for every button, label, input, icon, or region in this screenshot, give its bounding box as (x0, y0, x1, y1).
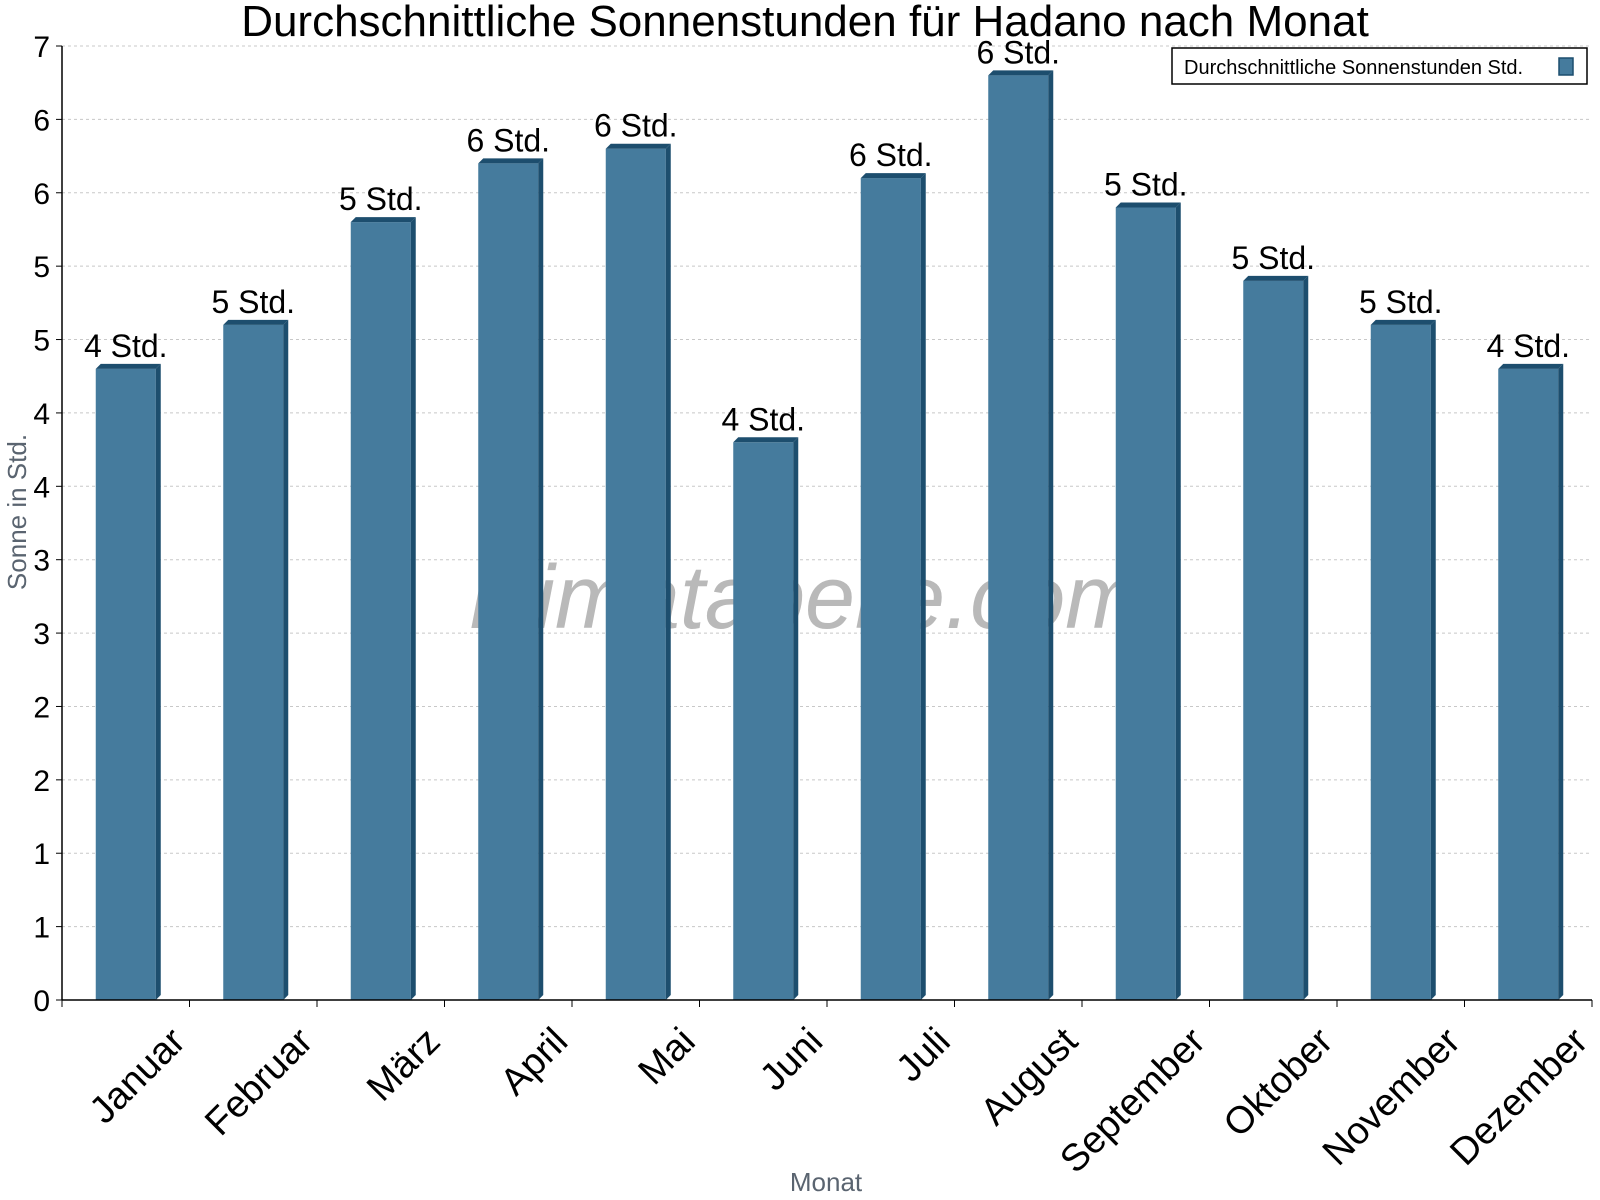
x-axis-label: Monat (790, 1167, 863, 1197)
bar-top (223, 319, 289, 325)
y-tick-label: 3 (33, 545, 50, 578)
bar-face (95, 368, 156, 1000)
data-labels: 4 Std. 5 Std. 5 Std. 6 Std. 6 Std. 4 Std. 6 St… (84, 34, 1570, 437)
bar-side (920, 173, 926, 1001)
bar-face (478, 163, 539, 1000)
bar-top (478, 158, 544, 164)
x-tick-label: April (493, 1020, 576, 1103)
bar-side (1175, 202, 1181, 1000)
bar (350, 217, 416, 1001)
bars (95, 70, 1564, 1001)
bar-side (155, 363, 161, 1000)
bar-face (605, 148, 666, 1000)
x-tick-label: März (359, 1020, 448, 1109)
bar-face (860, 178, 921, 1001)
bar (1370, 319, 1436, 1000)
y-tick-label: 5 (33, 325, 50, 358)
bar-side (1303, 275, 1309, 1000)
bar-face (1370, 324, 1431, 1000)
bar (988, 70, 1054, 1001)
bar-face (1498, 368, 1559, 1000)
x-tick-label: Januar (82, 1020, 194, 1132)
bar-face (733, 442, 794, 1000)
bar (860, 173, 926, 1001)
y-tick-label: 5 (33, 251, 50, 284)
bar-top (1115, 202, 1181, 208)
data-label: 5 Std. (1359, 284, 1443, 320)
legend-swatch (1558, 57, 1574, 76)
bar-top (860, 173, 926, 179)
bar (95, 363, 161, 1000)
x-tick-label: November (1315, 1020, 1469, 1174)
data-label: 6 Std. (976, 34, 1060, 70)
data-label: 4 Std. (84, 328, 168, 364)
y-tick-label: 2 (33, 765, 50, 798)
x-tick-labels: Januar Februar März April Mai Juni Juli AugustS… (82, 1020, 1597, 1181)
bar-side (410, 217, 416, 1001)
y-tick-label: 0 (33, 985, 50, 1018)
data-label: 5 Std. (1104, 166, 1188, 202)
y-tick-label: 6 (33, 104, 50, 137)
bar-face (350, 222, 411, 1001)
x-tick-label: Juni (752, 1020, 831, 1099)
bar-side (538, 158, 544, 1000)
grid-lines (62, 45, 1592, 928)
y-axis-label: Sonne in Std. (2, 434, 32, 590)
y-tick-label: 3 (33, 618, 50, 651)
bar-top (1243, 275, 1309, 281)
bar (223, 319, 289, 1000)
bar-face (988, 75, 1049, 1001)
y-tick-label: 4 (33, 471, 50, 504)
bar-top (605, 143, 671, 149)
y-tick-labels: 0 1 1 2 2 3 3 4 4 5 5 6 6 7 (33, 31, 50, 1018)
bar (1243, 275, 1309, 1000)
bar-face (223, 324, 284, 1000)
bar-side (1048, 70, 1054, 1001)
y-tick-label: 1 (33, 912, 50, 945)
bar-side (283, 319, 289, 1000)
bar-top (988, 70, 1054, 76)
bar-top (95, 363, 161, 369)
y-tick-label: 4 (33, 398, 50, 431)
y-tick-label: 6 (33, 178, 50, 211)
x-tick-label: Juli (889, 1020, 959, 1090)
data-label: 4 Std. (1486, 328, 1570, 364)
bar-top (350, 217, 416, 223)
legend-series-label: Durchschnittliche Sonnenstunden Std. (1184, 57, 1523, 79)
bar-face (1115, 207, 1176, 1000)
data-label: 5 Std. (1231, 240, 1315, 276)
data-label: 5 Std. (339, 181, 423, 217)
bar-top (1498, 363, 1564, 369)
bar-top (733, 437, 799, 443)
bar (1115, 202, 1181, 1000)
data-label: 4 Std. (721, 401, 805, 437)
legend: Durchschnittliche Sonnenstunden Std. (1171, 47, 1588, 85)
bar-side (1558, 363, 1564, 1000)
y-tick-label: 1 (33, 838, 50, 871)
chart-title: Durchschnittliche Sonnenstunden für Hada… (241, 0, 1369, 46)
y-tick-label: 2 (33, 691, 50, 724)
data-label: 6 Std. (849, 137, 933, 173)
x-tick-label: Dezember (1442, 1020, 1596, 1174)
x-tick-label: August (973, 1020, 1087, 1134)
bar-side (665, 143, 671, 1000)
x-tick-label: Mai (631, 1020, 704, 1093)
x-tick-label: Oktober (1216, 1020, 1342, 1146)
legend-box (1171, 47, 1588, 85)
x-tick-label: Februar (197, 1020, 321, 1144)
data-label: 6 Std. (594, 108, 678, 144)
bar-top (1370, 319, 1436, 325)
bar (1498, 363, 1564, 1000)
bar (478, 158, 544, 1000)
y-tick-label: 7 (33, 31, 50, 64)
bar-side (793, 437, 799, 1000)
bar (733, 437, 799, 1000)
axes (56, 45, 1593, 1007)
bar-face (1243, 280, 1304, 1000)
bar-side (1430, 319, 1436, 1000)
data-label: 6 Std. (466, 122, 550, 158)
bar (605, 143, 671, 1000)
data-label: 5 Std. (211, 284, 295, 320)
